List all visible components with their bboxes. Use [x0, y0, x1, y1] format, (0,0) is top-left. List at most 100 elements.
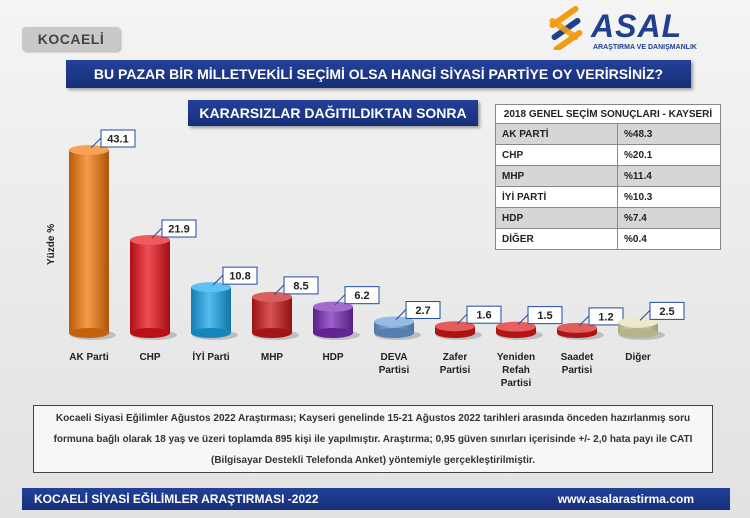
value-label-box — [283, 276, 319, 295]
asal-logo: ASAL ARAŞTIRMA VE DANIŞMANLIK — [543, 5, 703, 54]
bar-2 — [191, 282, 238, 340]
bar-5 — [374, 316, 421, 340]
label-callout — [151, 227, 163, 239]
value-cell: %48.3 — [617, 123, 721, 145]
value-cell: %0.4 — [617, 228, 721, 250]
category-label: Refah — [502, 365, 530, 376]
label-callout — [639, 310, 651, 321]
logo-tagline: ARAŞTIRMA VE DANIŞMANLIK — [593, 44, 697, 51]
value-label: 10.8 — [229, 271, 250, 283]
category-label: Partisi — [562, 365, 593, 376]
value-label: 1.6 — [476, 310, 491, 322]
category-label: Yeniden — [497, 352, 535, 363]
bar-9 — [618, 317, 665, 340]
value-label: 2.7 — [415, 305, 430, 317]
bar-8 — [557, 322, 604, 340]
category-label: DEVA — [380, 352, 407, 363]
bar-body — [130, 240, 170, 333]
bar-6 — [435, 321, 482, 340]
category-label: Diğer — [625, 352, 651, 363]
website-link[interactable]: www.asalarastirma.com — [557, 492, 694, 506]
category-label: Zafer — [443, 352, 468, 363]
bar-top — [435, 321, 475, 332]
election-table-title: 2018 GENEL SEÇİM SONUÇLARI - KAYSERİ — [495, 104, 721, 124]
party-cell: HDP — [495, 207, 618, 229]
bar-base — [374, 328, 414, 338]
bar-chart: 43.1 AK Parti 21.9 CHP 10.8 İYİ Parti 8.5 MHP 6.… — [69, 129, 685, 389]
label-callout — [90, 137, 102, 149]
bar-top — [130, 235, 170, 246]
table-row: MHP %11.4 — [495, 165, 721, 187]
table-row: HDP %7.4 — [495, 207, 721, 229]
bar-3 — [252, 291, 299, 340]
value-label-box — [649, 301, 685, 320]
category-label: Partisi — [379, 365, 410, 376]
bar-top — [191, 282, 231, 293]
bar-top — [618, 317, 658, 328]
party-cell: İYİ PARTİ — [495, 186, 618, 208]
label-callout — [334, 294, 346, 306]
bar-top — [374, 316, 414, 327]
bar-base — [69, 328, 109, 338]
value-label-box — [405, 301, 441, 320]
value-label: 1.5 — [537, 310, 552, 322]
logo-name: ASAL — [591, 8, 683, 44]
value-label-box — [161, 219, 197, 238]
note-line: (Bilgisayar Destekli Telefonda Anket) yö… — [210, 455, 535, 466]
party-cell: MHP — [495, 165, 618, 187]
label-callout — [456, 313, 468, 325]
asal-logo-icon — [549, 5, 583, 53]
bar-0 — [69, 145, 116, 340]
value-cell: %20.1 — [617, 144, 721, 166]
value-label: 2.5 — [659, 306, 674, 318]
label-callout — [578, 315, 590, 327]
region-badge: KOCAELİ — [22, 27, 120, 51]
bar-top — [496, 321, 536, 332]
election-2018-table: 2018 GENEL SEÇİM SONUÇLARI - KAYSERİ AK … — [495, 104, 721, 250]
bar-base — [618, 328, 658, 338]
label-callout — [212, 274, 224, 286]
bar-4 — [313, 301, 360, 340]
bar-body — [374, 321, 414, 333]
footer-title: KOCAELİ SİYASİ EĞİLİMLER ARAŞTIRMASI -20… — [34, 492, 319, 506]
bar-1 — [130, 235, 177, 340]
bar-base — [130, 328, 170, 338]
bar-base — [252, 328, 292, 338]
category-label: CHP — [139, 352, 160, 363]
category-label: Partisi — [440, 365, 471, 376]
bar-top — [313, 301, 353, 312]
bar-top — [557, 322, 597, 333]
bar-base — [191, 328, 231, 338]
chart-subtitle: KARARSIZLAR DAĞITILDIKTAN SONRA — [188, 100, 478, 126]
bar-base — [313, 328, 353, 338]
value-label: 21.9 — [168, 224, 189, 236]
value-label: 43.1 — [107, 134, 128, 146]
value-label-box — [588, 307, 624, 326]
note-line: Kocaeli Siyasi Eğilimler Ağustos 2022 Ar… — [55, 413, 691, 424]
label-callout — [517, 314, 529, 325]
party-cell: DİĞER — [495, 228, 618, 250]
value-cell: %11.4 — [617, 165, 721, 187]
category-label: HDP — [322, 352, 343, 363]
value-label-box — [222, 266, 258, 285]
value-cell: %7.4 — [617, 207, 721, 229]
value-label: 6.2 — [354, 290, 369, 302]
methodology-note: Kocaeli Siyasi Eğilimler Ağustos 2022 Ar… — [33, 405, 713, 473]
bar-body — [191, 287, 231, 333]
bar-top — [69, 145, 109, 155]
label-callout — [395, 309, 407, 320]
survey-question: BU PAZAR BİR MİLLETVEKİLİ SEÇİMİ OLSA HA… — [66, 60, 691, 88]
value-label-box — [466, 305, 502, 324]
value-label: 8.5 — [293, 280, 308, 292]
note-line: formuna bağlı olarak 18 yaş ve üzeri top… — [53, 434, 693, 445]
bar-body — [69, 150, 109, 333]
bar-top — [252, 291, 292, 302]
bar-body — [618, 322, 658, 333]
category-label: Partisi — [501, 378, 532, 389]
category-label: Saadet — [561, 352, 594, 363]
label-callout — [273, 284, 285, 296]
bar-7 — [496, 321, 543, 340]
category-label: İYİ Parti — [192, 350, 229, 363]
bar-body — [252, 296, 292, 333]
footer-bar: KOCAELİ SİYASİ EĞİLİMLER ARAŞTIRMASI -20… — [22, 488, 730, 510]
